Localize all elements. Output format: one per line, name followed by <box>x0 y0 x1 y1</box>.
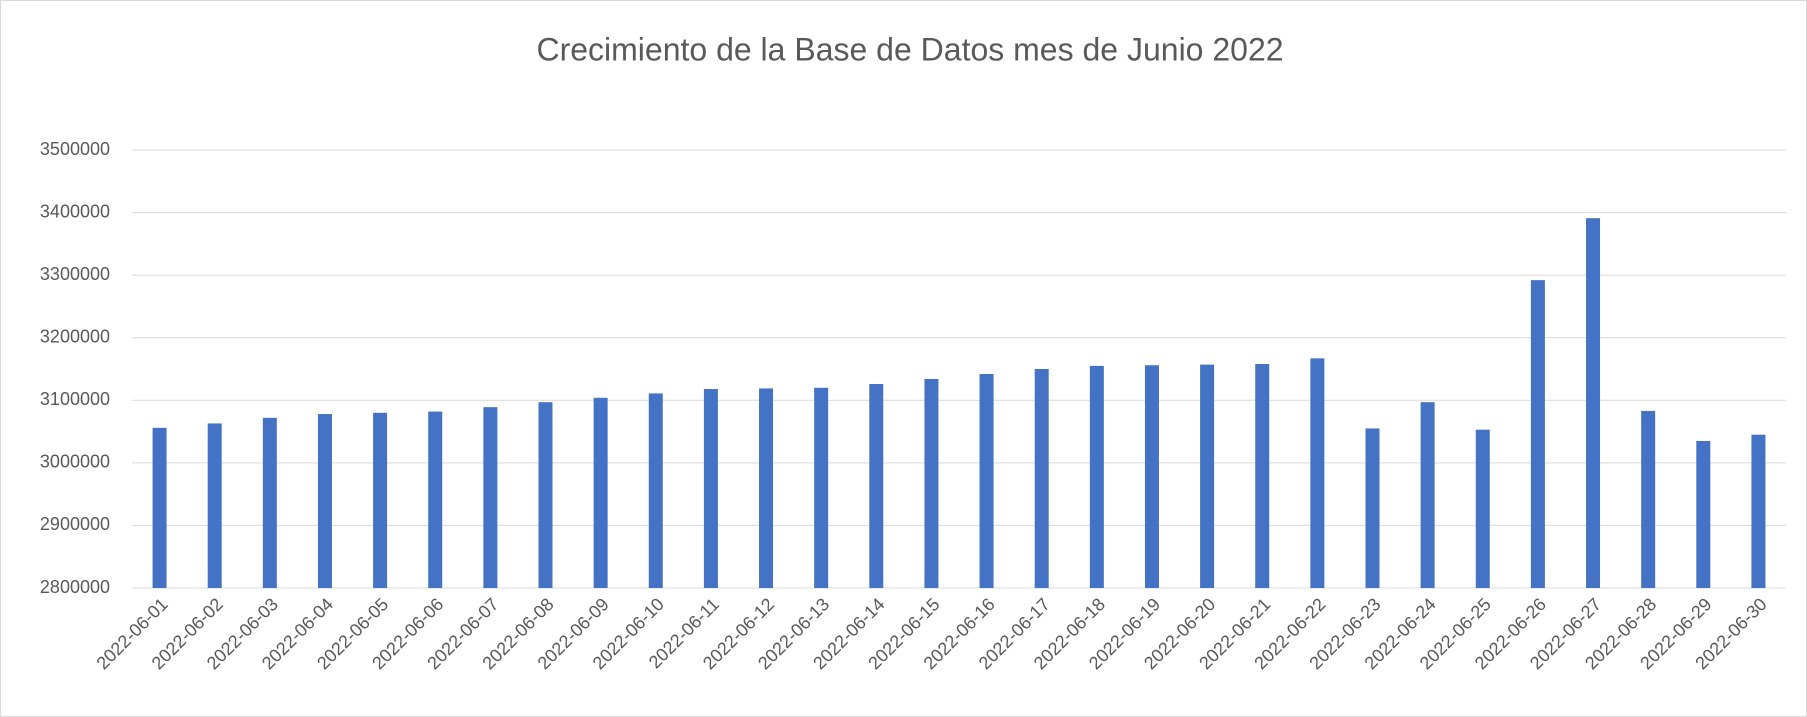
bar <box>869 384 884 588</box>
bar <box>1089 365 1104 588</box>
bar <box>207 423 222 588</box>
bar <box>1475 429 1490 588</box>
bar <box>262 417 277 588</box>
bar <box>703 389 718 588</box>
y-tick-label: 3200000 <box>40 326 110 346</box>
bar <box>1200 364 1215 588</box>
bar <box>1751 434 1766 588</box>
bar <box>1696 440 1711 588</box>
bar <box>373 412 388 588</box>
y-tick-label: 3400000 <box>40 201 110 221</box>
chart-title: Crecimiento de la Base de Datos mes de J… <box>536 31 1283 67</box>
bar <box>152 427 167 588</box>
y-tick-label: 2900000 <box>40 514 110 534</box>
bar <box>1365 428 1380 588</box>
bar <box>1420 402 1435 588</box>
bar <box>759 388 774 588</box>
bar <box>483 407 498 588</box>
bar <box>648 393 663 588</box>
bar <box>1144 365 1159 588</box>
bar <box>1641 410 1656 588</box>
y-tick-label: 3100000 <box>40 389 110 409</box>
y-tick-label: 3500000 <box>40 139 110 159</box>
bar <box>538 402 553 588</box>
bar <box>1586 218 1601 588</box>
bar <box>1310 358 1325 588</box>
bar <box>317 414 332 588</box>
bar <box>814 387 829 588</box>
bar <box>924 379 939 588</box>
bar <box>1034 369 1049 588</box>
bar <box>1255 363 1270 588</box>
bar <box>1530 280 1545 588</box>
bar <box>428 411 443 588</box>
y-tick-label: 3000000 <box>40 452 110 472</box>
y-tick-label: 3300000 <box>40 264 110 284</box>
y-tick-label: 2800000 <box>40 577 110 597</box>
bar <box>979 374 994 588</box>
bar <box>593 397 608 588</box>
